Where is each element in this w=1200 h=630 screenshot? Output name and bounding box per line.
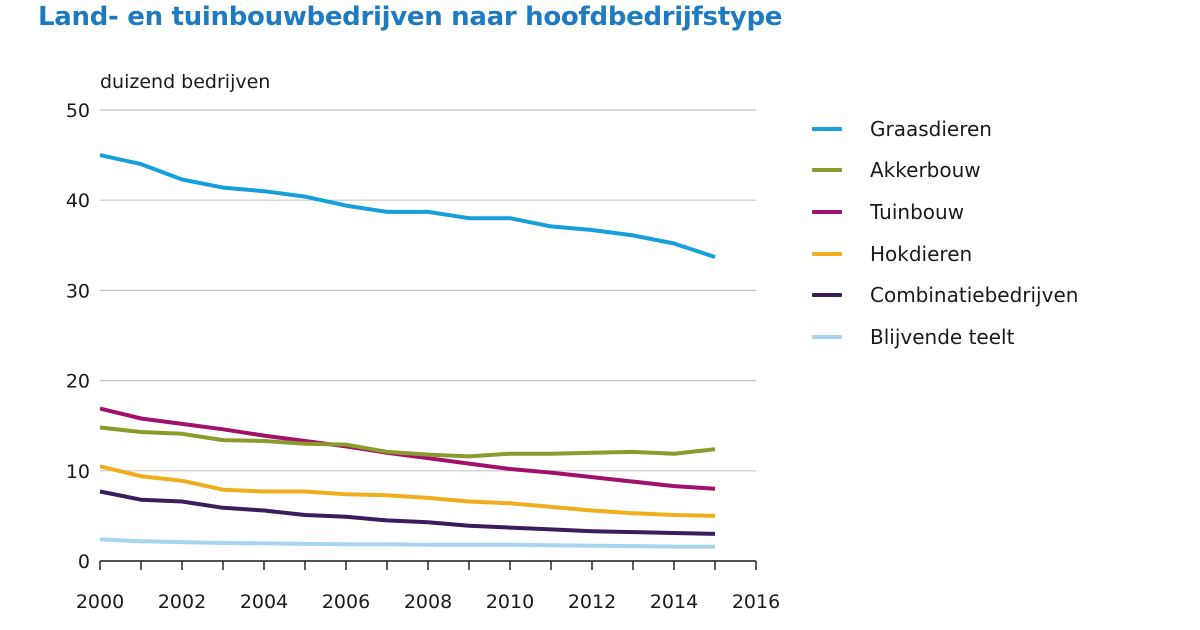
series-line-graasdieren: [99, 153, 716, 259]
legend-swatch: [812, 126, 842, 131]
legend-label: Hokdieren: [870, 241, 973, 266]
y-axis-ticks: 0 10 20 30 40 50: [66, 100, 90, 573]
y-tick-label-20: 20: [66, 371, 90, 393]
y-axis-label: duizend bedrijven: [100, 71, 270, 93]
legend-item-akkerbouw: Akkerbouw: [812, 150, 1078, 192]
x-axis-ticks: 2000 2002 2004 2006 2008 2010 2012 2014 2016: [76, 561, 780, 613]
x-tick-label-2016: 2016: [732, 591, 780, 613]
x-tick-label-2008: 2008: [404, 591, 452, 613]
y-tick-label-30: 30: [66, 280, 90, 302]
legend: Graasdieren Akkerbouw Tuinbouw Hokdieren Com…: [812, 108, 1078, 358]
x-tick-label-2014: 2014: [650, 591, 698, 613]
gridlines: [100, 109, 756, 472]
legend-label: Blijvende teelt: [870, 324, 1015, 349]
chart-title: Land- en tuinbouwbedrijven naar hoofdbed…: [38, 2, 783, 32]
legend-swatch: [812, 209, 842, 214]
legend-item-hokdieren: Hokdieren: [812, 233, 1078, 275]
y-tick-label-10: 10: [66, 461, 90, 483]
x-tick-label-2000: 2000: [76, 591, 124, 613]
legend-item-graasdieren: Graasdieren: [812, 108, 1078, 150]
series-lines: [99, 153, 716, 549]
series-line-hokdieren: [99, 464, 716, 518]
y-tick-label-40: 40: [66, 190, 90, 212]
x-tick-label-2006: 2006: [322, 591, 370, 613]
series-line-tuinbouw: [99, 406, 716, 491]
legend-item-tuinbouw: Tuinbouw: [812, 191, 1078, 233]
legend-label: Graasdieren: [870, 116, 992, 141]
series-line-combinatiebedrijven: [99, 489, 716, 536]
legend-swatch: [812, 168, 842, 173]
y-tick-label-50: 50: [66, 100, 90, 122]
x-tick-label-2010: 2010: [486, 591, 534, 613]
legend-swatch: [812, 251, 842, 256]
legend-swatch: [812, 334, 842, 339]
y-tick-label-0: 0: [78, 551, 90, 573]
series-line-blijvende-teelt: [99, 537, 715, 549]
legend-item-combinatiebedrijven: Combinatiebedrijven: [812, 274, 1078, 316]
x-tick-label-2002: 2002: [158, 591, 206, 613]
legend-label: Combinatiebedrijven: [870, 283, 1079, 308]
legend-label: Tuinbouw: [870, 199, 965, 224]
series-line-akkerbouw: [99, 425, 716, 459]
x-tick-label-2004: 2004: [240, 591, 288, 613]
x-tick-label-2012: 2012: [568, 591, 616, 613]
legend-label: Akkerbouw: [870, 158, 981, 183]
legend-swatch: [812, 293, 842, 298]
legend-item-blijvende-teelt: Blijvende teelt: [812, 316, 1078, 358]
